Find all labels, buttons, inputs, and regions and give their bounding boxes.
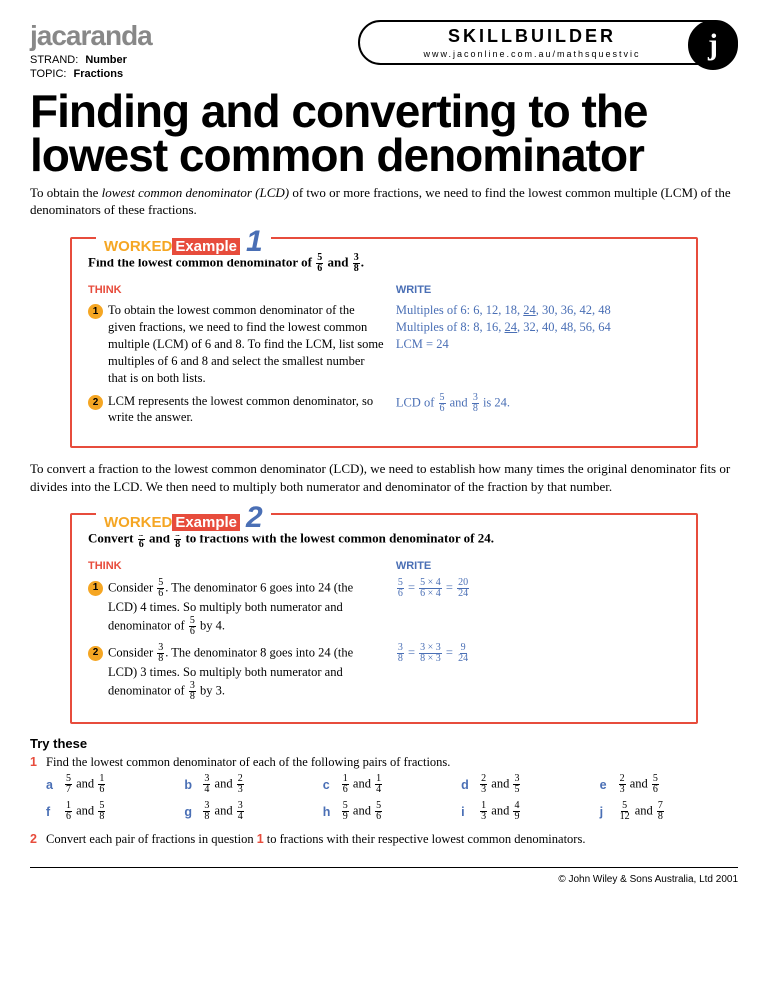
q1-option: h59 and 56 (323, 801, 461, 822)
question-1: 1 Find the lowest common denominator of … (30, 755, 738, 770)
header: jacaranda STRAND: Number TOPIC: Fraction… (30, 20, 738, 80)
worked-label: WORKEDExample (104, 514, 240, 531)
ex1-f2: 38 (353, 253, 360, 274)
option-fracs: 34 and 23 (202, 774, 244, 795)
worked-num-2: 2 (246, 501, 263, 535)
ex1-r2-write: LCD of 56 and 38 is 24. (396, 393, 680, 427)
strand-row: STRAND: Number (30, 54, 152, 66)
ex2-row: 2Consider 38. The denominator 8 goes int… (88, 643, 680, 702)
write-h: WRITE (396, 284, 431, 296)
ex1-pb: and (324, 255, 351, 270)
worked-label: WORKEDExample (104, 238, 240, 255)
q2-num: 2 (30, 832, 46, 847)
q1-option: c16 and 14 (323, 774, 461, 795)
topic-value: Fractions (74, 68, 124, 80)
question-2: 2 Convert each pair of fractions in ques… (30, 832, 738, 847)
q1-option: f16 and 58 (46, 801, 184, 822)
ex2-write: 56 = 5 × 46 × 4 = 2024 (396, 578, 680, 637)
ex1-r1-think: To obtain the lowest common denominator … (108, 302, 396, 386)
option-letter: i (461, 805, 479, 819)
pill-title: SKILLBUILDER (380, 26, 684, 47)
strand-value: Number (85, 54, 127, 66)
worked-tab-1: WORKEDExample 1 (96, 225, 271, 259)
copyright: © John Wiley & Sons Australia, Ltd 2001 (30, 874, 738, 885)
q1-options: a57 and 16b34 and 23c16 and 14d23 and 35… (46, 774, 738, 828)
step-badge: 1 (88, 302, 108, 386)
option-fracs: 16 and 58 (64, 801, 106, 822)
option-fracs: 59 and 56 (341, 801, 383, 822)
think-h: THINK (88, 284, 396, 296)
j-badge-icon: j (688, 20, 738, 70)
option-fracs: 38 and 34 (202, 801, 244, 822)
intro-b: lowest common denominator (LCD) (102, 185, 289, 200)
step-badge: 1 (88, 578, 108, 637)
q2-text: Convert each pair of fractions in questi… (46, 832, 585, 847)
option-fracs: 23 and 56 (618, 774, 660, 795)
ex1-row1: 1 To obtain the lowest common denominato… (88, 302, 680, 386)
option-letter: h (323, 805, 341, 819)
pill-url: www.jaconline.com.au/mathsquestvic (380, 49, 684, 59)
option-fracs: 13 and 49 (479, 801, 521, 822)
topic-row: TOPIC: Fractions (30, 68, 152, 80)
worked-example-1: WORKEDExample 1 Find the lowest common d… (70, 237, 698, 448)
page-title: Finding and converting to the lowest com… (30, 90, 738, 177)
skillbuilder-pill: SKILLBUILDER www.jaconline.com.au/mathsq… (358, 20, 738, 65)
ex1-r1-write: Multiples of 6: 6, 12, 18, 24, 30, 36, 4… (396, 302, 680, 386)
option-letter: g (184, 805, 202, 819)
worked-tab-2: WORKEDExample 2 (96, 501, 271, 535)
worked-example-2: WORKEDExample 2 Convert 56 and 38 to fra… (70, 513, 698, 724)
ex2-think: Consider 38. The denominator 8 goes into… (108, 643, 396, 702)
ex1-f1: 56 (316, 253, 323, 274)
intro-text: To obtain the lowest common denominator … (30, 185, 738, 219)
option-letter: a (46, 778, 64, 792)
option-letter: c (323, 778, 341, 792)
tw-head-1: THINK WRITE (88, 284, 680, 296)
option-fracs: 16 and 14 (341, 774, 383, 795)
strand-label: STRAND: (30, 54, 78, 66)
option-letter: e (600, 778, 618, 792)
q1-option: a57 and 16 (46, 774, 184, 795)
q1-option: b34 and 23 (184, 774, 322, 795)
q1-option: g38 and 34 (184, 801, 322, 822)
ex1-row2: 2 LCM represents the lowest common denom… (88, 393, 680, 427)
q1-option: i13 and 49 (461, 801, 599, 822)
option-letter: f (46, 805, 64, 819)
q1-option: e23 and 56 (600, 774, 738, 795)
step-badge: 2 (88, 643, 108, 702)
step-badge: 2 (88, 393, 108, 427)
topic-label: TOPIC: (30, 68, 66, 80)
worked-label-b: Example (172, 238, 240, 255)
tw-head-2: THINK WRITE (88, 560, 680, 572)
option-fracs: 57 and 16 (64, 774, 106, 795)
ex2-row: 1Consider 56. The denominator 6 goes int… (88, 578, 680, 637)
pill-wrap: SKILLBUILDER www.jaconline.com.au/mathsq… (172, 20, 738, 65)
ex2-write: 38 = 3 × 38 × 3 = 924 (396, 643, 680, 702)
ex1-pc: . (361, 255, 364, 270)
brand-logo: jacaranda (30, 20, 152, 52)
ex1-r2-think: LCM represents the lowest common denomin… (108, 393, 396, 427)
option-letter: d (461, 778, 479, 792)
q1-text: Find the lowest common denominator of ea… (46, 755, 450, 770)
worked-num-1: 1 (246, 225, 263, 259)
q1-option: j512 and 78 (600, 801, 738, 822)
option-letter: j (600, 805, 618, 819)
q1-num: 1 (30, 755, 46, 770)
brand-column: jacaranda STRAND: Number TOPIC: Fraction… (30, 20, 152, 80)
worked-label-a: WORKED (104, 238, 172, 255)
ex2-think: Consider 56. The denominator 6 goes into… (108, 578, 396, 637)
option-fracs: 23 and 35 (479, 774, 521, 795)
q1-option: d23 and 35 (461, 774, 599, 795)
intro-a: To obtain the (30, 185, 102, 200)
option-fracs: 512 and 78 (618, 801, 665, 822)
try-these-heading: Try these (30, 736, 738, 751)
footer-rule (30, 867, 738, 868)
between-text: To convert a fraction to the lowest comm… (30, 460, 738, 495)
option-letter: b (184, 778, 202, 792)
